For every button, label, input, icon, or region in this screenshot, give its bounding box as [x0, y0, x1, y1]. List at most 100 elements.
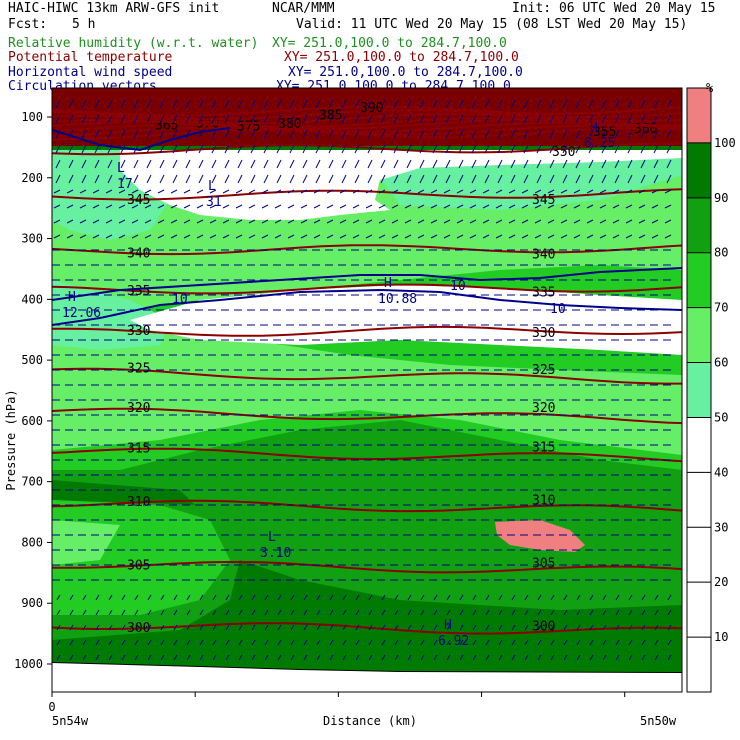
vector-arrow — [352, 219, 360, 224]
vector-arrow — [612, 234, 620, 239]
vector-arrow — [120, 159, 126, 169]
vector-arrow — [107, 159, 113, 169]
vector-arrow — [588, 99, 594, 109]
vector-arrow — [342, 639, 347, 646]
vector-arrow — [406, 174, 412, 184]
vector-arrow — [224, 174, 230, 184]
vector-arrow — [212, 624, 217, 631]
vector-arrow — [523, 99, 529, 109]
vector-arrow — [664, 204, 672, 209]
field-rh-xy: XY= 251.0,100.0 to 284.7,100.0 — [272, 36, 507, 51]
vector-arrow — [445, 99, 451, 109]
vector-arrow — [508, 219, 516, 224]
vector-arrow — [586, 219, 594, 224]
vector-arrow — [575, 174, 581, 184]
vector-arrow — [173, 654, 178, 661]
low-label-31: L — [208, 179, 216, 194]
vector-arrow — [290, 624, 295, 631]
vector-arrow — [641, 654, 646, 661]
vector-arrow — [276, 144, 282, 154]
vector-arrow — [589, 594, 594, 601]
vector-arrow — [196, 234, 204, 239]
vector-arrow — [446, 654, 451, 661]
vector-arrow — [287, 204, 295, 209]
vector-arrow — [237, 114, 243, 124]
vector-arrow — [199, 624, 204, 631]
vector-arrow — [326, 234, 334, 239]
vector-arrow — [588, 159, 594, 169]
theta-label-335: 335 — [127, 284, 150, 299]
vector-arrow — [341, 159, 347, 169]
valid-time: Valid: 11 UTC Wed 20 May 15 (08 LST Wed … — [296, 17, 688, 32]
vector-arrow — [300, 234, 308, 239]
vector-arrow — [549, 159, 555, 169]
vector-arrow — [458, 129, 464, 139]
vector-arrow — [264, 624, 269, 631]
vector-arrow — [394, 624, 399, 631]
vector-arrow — [198, 144, 204, 154]
vector-arrow — [560, 204, 568, 209]
vector-arrow — [601, 129, 607, 139]
theta-label-325: 325 — [532, 363, 555, 378]
vector-arrow — [497, 174, 503, 184]
vector-arrow — [81, 174, 87, 184]
vector-arrow — [433, 639, 438, 646]
vector-arrow — [367, 159, 373, 169]
vector-arrow — [289, 99, 295, 109]
vector-arrow — [550, 609, 555, 616]
vector-arrow — [277, 639, 282, 646]
vector-arrow — [614, 114, 620, 124]
wind-contour-label-10b: 10 — [450, 279, 466, 294]
vector-arrow — [108, 609, 113, 616]
vector-arrow — [367, 114, 373, 124]
vector-arrow — [302, 114, 308, 124]
colorbar-cell — [687, 582, 711, 638]
vector-arrow — [588, 144, 594, 154]
vector-arrow — [394, 654, 399, 661]
theta-label-305: 305 — [532, 556, 555, 571]
vector-arrow — [547, 204, 555, 209]
y-tick-label: 800 — [21, 535, 43, 549]
vector-arrow — [586, 189, 594, 194]
vector-arrow — [212, 594, 217, 601]
vector-arrow — [209, 204, 217, 209]
colorbar-tick-label: 30 — [714, 520, 728, 534]
vector-arrow — [524, 654, 529, 661]
vector-arrow — [251, 654, 256, 661]
vector-arrow — [95, 654, 100, 661]
vector-arrow — [498, 594, 503, 601]
vector-arrow — [404, 219, 412, 224]
vector-arrow — [536, 129, 542, 139]
vector-arrow — [485, 594, 490, 601]
vector-arrow — [445, 159, 451, 169]
vector-arrow — [170, 189, 178, 194]
vector-arrow — [352, 204, 360, 209]
vector-arrow — [628, 624, 633, 631]
vector-arrow — [380, 174, 386, 184]
vector-arrow — [185, 159, 191, 169]
vector-arrow — [459, 609, 464, 616]
vector-arrow — [445, 144, 451, 154]
vector-arrow — [159, 159, 165, 169]
below-ground — [52, 663, 682, 692]
vector-arrow — [628, 639, 633, 646]
vector-arrow — [497, 159, 503, 169]
vector-arrow — [547, 189, 555, 194]
vector-arrow — [131, 219, 139, 224]
vector-arrow — [147, 639, 152, 646]
vector-arrow — [248, 204, 256, 209]
vector-arrow — [329, 639, 334, 646]
vector-arrow — [147, 594, 152, 601]
vector-arrow — [393, 144, 399, 154]
vector-arrow — [277, 624, 282, 631]
y-tick-label: 700 — [21, 475, 43, 489]
vector-arrow — [355, 624, 360, 631]
vector-arrow — [147, 609, 152, 616]
vector-arrow — [276, 129, 282, 139]
vector-arrow — [667, 624, 672, 631]
vector-arrow — [248, 234, 256, 239]
model-title: HAIC-HIWC 13km ARW-GFS init — [8, 1, 220, 16]
vector-arrow — [133, 174, 139, 184]
vector-arrow — [173, 624, 178, 631]
vector-arrow — [484, 144, 490, 154]
